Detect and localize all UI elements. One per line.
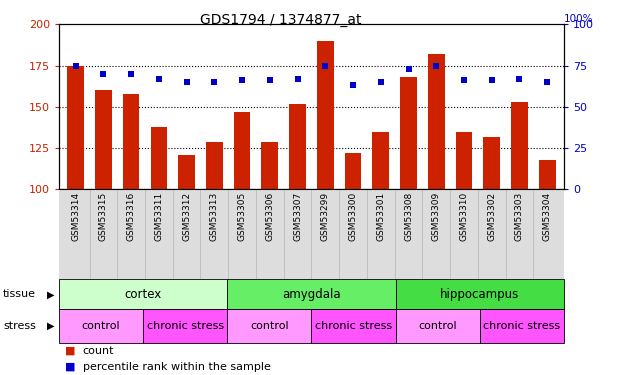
Text: control: control <box>250 321 289 331</box>
Bar <box>178 155 195 189</box>
Bar <box>59 279 227 309</box>
Text: ▶: ▶ <box>47 321 54 331</box>
Bar <box>396 279 564 309</box>
Text: GSM53304: GSM53304 <box>543 192 551 241</box>
Text: GSM53307: GSM53307 <box>293 192 302 242</box>
Text: GSM53301: GSM53301 <box>376 192 385 242</box>
Bar <box>227 309 312 343</box>
Text: hippocampus: hippocampus <box>440 288 519 301</box>
Text: GSM53310: GSM53310 <box>460 192 468 242</box>
Bar <box>396 309 479 343</box>
Bar <box>539 160 556 189</box>
Text: count: count <box>83 346 114 355</box>
Bar <box>511 102 528 189</box>
Text: cortex: cortex <box>125 288 161 301</box>
Bar <box>480 309 564 343</box>
Bar <box>428 54 445 189</box>
Text: GSM53305: GSM53305 <box>238 192 247 242</box>
Text: GSM53313: GSM53313 <box>210 192 219 242</box>
Bar <box>456 132 473 189</box>
Text: GSM53303: GSM53303 <box>515 192 524 242</box>
Bar <box>123 94 140 189</box>
Text: tissue: tissue <box>3 290 36 299</box>
Bar <box>59 309 143 343</box>
Text: GSM53312: GSM53312 <box>182 192 191 241</box>
Bar <box>95 90 112 189</box>
Bar <box>289 104 306 189</box>
Text: percentile rank within the sample: percentile rank within the sample <box>83 362 271 372</box>
Bar <box>345 153 361 189</box>
Bar <box>373 132 389 189</box>
Text: GSM53316: GSM53316 <box>127 192 135 242</box>
Text: control: control <box>82 321 120 331</box>
Text: 100%: 100% <box>564 14 594 24</box>
Bar <box>206 141 223 189</box>
Text: ■: ■ <box>65 346 76 355</box>
Text: chronic stress: chronic stress <box>315 321 392 331</box>
Text: ▶: ▶ <box>47 290 54 299</box>
Text: GSM53309: GSM53309 <box>432 192 441 242</box>
Text: GSM53300: GSM53300 <box>348 192 358 242</box>
Text: GSM53315: GSM53315 <box>99 192 108 242</box>
Bar <box>317 41 333 189</box>
Text: GSM53299: GSM53299 <box>321 192 330 241</box>
Text: GSM53314: GSM53314 <box>71 192 80 241</box>
Text: stress: stress <box>3 321 36 331</box>
Text: GSM53306: GSM53306 <box>265 192 274 242</box>
Text: ■: ■ <box>65 362 76 372</box>
Text: control: control <box>419 321 457 331</box>
Bar <box>261 141 278 189</box>
Bar <box>483 136 500 189</box>
Bar <box>233 112 250 189</box>
Bar <box>400 77 417 189</box>
Bar <box>67 66 84 189</box>
Text: GSM53308: GSM53308 <box>404 192 413 242</box>
Text: chronic stress: chronic stress <box>483 321 560 331</box>
Text: GSM53302: GSM53302 <box>487 192 496 241</box>
Text: chronic stress: chronic stress <box>147 321 224 331</box>
Bar <box>150 127 167 189</box>
Text: GDS1794 / 1374877_at: GDS1794 / 1374877_at <box>199 13 361 27</box>
Text: amygdala: amygdala <box>282 288 341 301</box>
Bar <box>227 279 396 309</box>
Bar <box>143 309 227 343</box>
Bar <box>311 309 396 343</box>
Text: GSM53311: GSM53311 <box>155 192 163 242</box>
